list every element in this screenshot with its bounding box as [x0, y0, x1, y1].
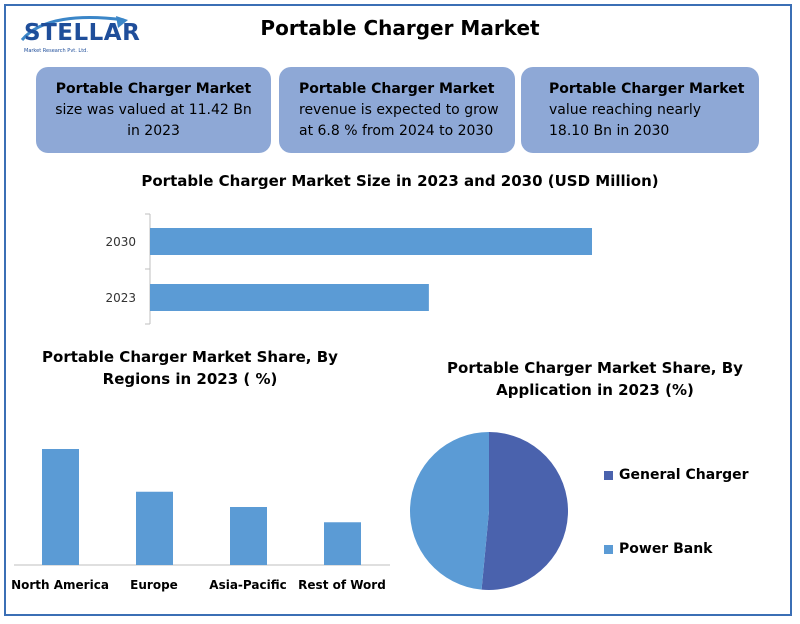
- tick-label-north-america: North America: [11, 578, 109, 592]
- regions-chart-title: Portable Charger Market Share, By Region…: [42, 348, 338, 388]
- market-size-chart-title: Portable Charger Market Size in 2023 and…: [141, 172, 659, 190]
- card-heading: Portable Charger Market: [549, 81, 745, 97]
- bar-asia-pacific: [230, 507, 267, 565]
- legend-general-charger: General Charger: [604, 467, 749, 483]
- bar-2030: [150, 228, 592, 255]
- card-body: revenue is expected to grow at 6.8 % fro…: [299, 102, 499, 139]
- legend-swatch: [604, 544, 613, 554]
- page-frame: [4, 4, 792, 616]
- legend-label: Power Bank: [619, 541, 713, 557]
- logo-subtitle: Market Research Pvt. Ltd.: [24, 48, 88, 54]
- legend-label: General Charger: [619, 467, 749, 483]
- bar-europe: [136, 491, 173, 565]
- pie-slice-power-bank: [409, 432, 489, 590]
- tick-label-europe: Europe: [130, 578, 178, 592]
- bar-2023: [150, 284, 429, 311]
- card-heading: Portable Charger Market: [299, 81, 495, 97]
- stat-card-size-2023: Portable Charger Market size was valued …: [36, 67, 271, 153]
- bar-rest-of-word: [324, 522, 361, 565]
- legend-swatch: [604, 470, 613, 480]
- stat-card-growth: Portable Charger Market revenue is expec…: [279, 67, 515, 153]
- legend-power-bank: Power Bank: [604, 541, 712, 557]
- stellar-logo: STELLAR Market Research Pvt. Ltd.: [20, 10, 140, 60]
- card-heading: Portable Charger Market: [55, 81, 252, 97]
- bar-north-america: [42, 449, 79, 565]
- page-title: Portable Charger Market: [260, 16, 540, 40]
- tick-label-rest-of-word: Rest of Word: [298, 578, 386, 592]
- logo-wordmark: STELLAR: [24, 20, 141, 46]
- application-chart-title: Portable Charger Market Share, By Applic…: [447, 359, 743, 399]
- tick-label-2023: 2023: [105, 291, 136, 305]
- tick-label-2030: 2030: [105, 235, 136, 249]
- stat-card-value-2030: Portable Charger Market value reaching n…: [521, 67, 759, 153]
- tick-label-asia-pacific: Asia-Pacific: [209, 578, 286, 592]
- pie-slice-general-charger: [481, 432, 568, 590]
- card-body: value reaching nearly 18.10 Bn in 2030: [549, 102, 701, 139]
- logo-swoosh-icon: [20, 15, 128, 41]
- card-body: size was valued at 11.42 Bn in 2023: [55, 102, 252, 139]
